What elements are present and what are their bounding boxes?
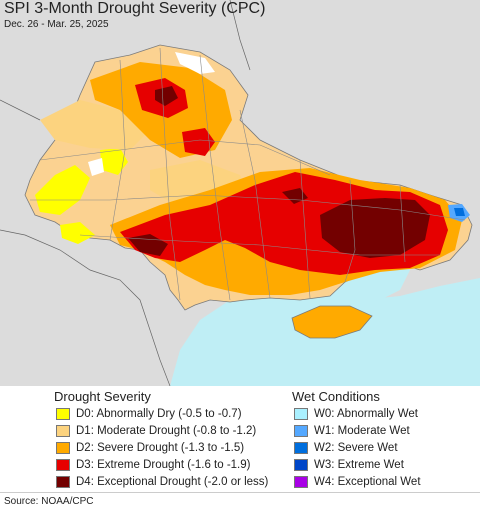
legend-item-w0: W0: Abnormally Wet <box>294 407 418 421</box>
d2-crimea <box>292 306 372 338</box>
legend-label-w2: W2: Severe Wet <box>314 442 398 454</box>
legend-label-w4: W4: Exceptional Wet <box>314 476 421 488</box>
legend-swatch-d1 <box>56 425 70 437</box>
legend: Drought Severity Wet Conditions D0: Abno… <box>0 386 480 492</box>
legend-label-w3: W3: Extreme Wet <box>314 459 404 471</box>
legend-item-w4: W4: Exceptional Wet <box>294 475 421 489</box>
d4-east <box>320 198 430 258</box>
legend-swatch-w3 <box>294 459 308 471</box>
country-borders <box>0 0 251 386</box>
legend-item-d3: D3: Extreme Drought (-1.6 to -1.9) <box>56 458 250 472</box>
d4-north <box>155 86 178 106</box>
legend-drought-heading: Drought Severity <box>54 389 151 404</box>
legend-swatch-d0 <box>56 408 70 420</box>
legend-label-d3: D3: Extreme Drought (-1.6 to -1.9) <box>76 459 251 471</box>
map-title: SPI 3-Month Drought Severity (CPC) <box>4 0 266 17</box>
admin-borders <box>30 47 466 301</box>
legend-label-d1: D1: Moderate Drought (-0.8 to -1.2) <box>76 425 257 437</box>
legend-label-w0: W0: Abnormally Wet <box>314 408 418 420</box>
sea-of-azov <box>330 262 410 302</box>
legend-label-d0: D0: Abnormally Dry (-0.5 to -0.7) <box>76 408 242 420</box>
source-credit: Source: NOAA/CPC <box>4 496 94 507</box>
legend-item-d4: D4: Exceptional Drought (-2.0 or less) <box>56 475 268 489</box>
map-date-range: Dec. 26 - Mar. 25, 2025 <box>4 19 109 30</box>
legend-label-w1: W1: Moderate Wet <box>314 425 410 437</box>
legend-swatch-d4 <box>56 476 70 488</box>
w2-east <box>454 208 465 216</box>
legend-swatch-w2 <box>294 442 308 454</box>
crimea-outline <box>291 305 373 339</box>
legend-swatch-d3 <box>56 459 70 471</box>
legend-swatch-w4 <box>294 476 308 488</box>
legend-item-w1: W1: Moderate Wet <box>294 424 410 438</box>
legend-item-d0: D0: Abnormally Dry (-0.5 to -0.7) <box>56 407 242 421</box>
footer: Source: NOAA/CPC <box>0 492 480 510</box>
no-data-patch <box>175 52 215 74</box>
d3-north-b <box>182 128 215 156</box>
legend-item-d1: D1: Moderate Drought (-0.8 to -1.2) <box>56 424 256 438</box>
d0-west-c <box>60 222 95 244</box>
legend-item-d2: D2: Severe Drought (-1.3 to -1.5) <box>56 441 244 455</box>
legend-swatch-w0 <box>294 408 308 420</box>
drought-map: SPI 3-Month Drought Severity (CPC) Dec. … <box>0 0 480 386</box>
d4-southwest <box>128 234 168 256</box>
d0-west-b <box>100 148 128 175</box>
legend-label-d2: D2: Severe Drought (-1.3 to -1.5) <box>76 442 245 454</box>
legend-swatch-w1 <box>294 425 308 437</box>
legend-label-d4: D4: Exceptional Drought (-2.0 or less) <box>76 476 269 488</box>
legend-wet-heading: Wet Conditions <box>292 389 380 404</box>
d0-west-a <box>35 165 90 215</box>
no-data-patch-west <box>88 158 104 176</box>
map-svg <box>0 0 480 386</box>
legend-item-w3: W3: Extreme Wet <box>294 458 404 472</box>
legend-item-w2: W2: Severe Wet <box>294 441 398 455</box>
legend-swatch-d2 <box>56 442 70 454</box>
